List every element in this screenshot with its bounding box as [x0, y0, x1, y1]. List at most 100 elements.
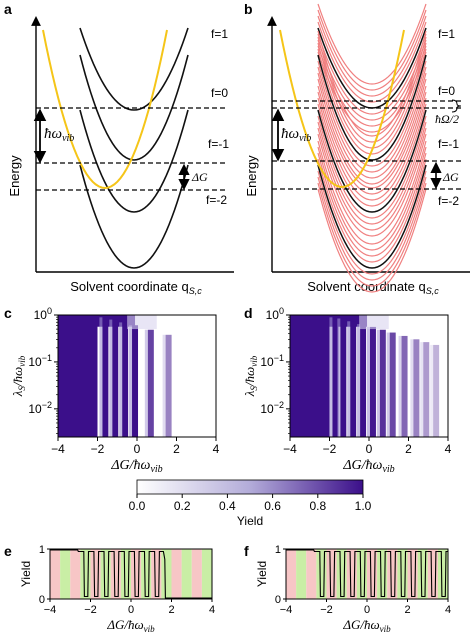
heatmap-stripe	[132, 325, 139, 437]
coordinate-axis-label: Solvent coordinate qS,c	[70, 279, 202, 296]
band	[171, 549, 182, 599]
donor-curve	[279, 29, 405, 189]
heatmap-stripe-edge	[366, 326, 370, 437]
panel-a: a Energy Solvent coordinate qS,c ħωvib Δ…	[4, 1, 234, 296]
sideband-curve	[317, 21, 427, 103]
colorbar-tick-label: 0.6	[264, 499, 281, 513]
band	[161, 549, 172, 599]
y-tick-label: 1	[275, 544, 281, 556]
band	[356, 549, 367, 599]
band	[286, 549, 297, 599]
heatmap-d	[290, 315, 448, 437]
diabatic-curve	[79, 164, 189, 269]
heatmap-stripe-edge	[347, 321, 351, 437]
sideband-curve	[317, 121, 427, 225]
x-tick-label: −2	[320, 604, 333, 616]
potential-curves-b	[279, 3, 427, 293]
panel-letter-a: a	[4, 1, 12, 17]
yield-plot-e: −4 −2 0 2 4 0 1 Yield ΔG/ħωvib	[19, 544, 215, 634]
heatmap-stripe-edge	[129, 325, 133, 437]
heatmap-stripe	[389, 332, 396, 437]
coordinate-axis-label: Solvent coordinate qS,c	[307, 279, 439, 296]
heatmap-fade	[127, 315, 157, 330]
y-axis-label: Yield	[255, 561, 269, 587]
panel-letter-f: f	[244, 543, 249, 559]
sideband-curve	[317, 66, 427, 173]
heatmap-stripe	[350, 321, 357, 437]
x-tick-label: 0	[364, 604, 370, 616]
heatmap-stripe	[165, 334, 172, 437]
y-tick-label: 0	[39, 594, 45, 606]
heatmap-stripe-edge	[119, 322, 123, 437]
sideband-curve	[317, 182, 427, 287]
diabatic-curve	[79, 27, 189, 111]
level-label-fm1: f=-1	[208, 137, 229, 151]
level-label-f1: f=1	[438, 27, 455, 41]
yield-line	[50, 549, 212, 599]
band	[201, 549, 212, 599]
colorbar-tick-label: 0.4	[219, 499, 236, 513]
band	[336, 549, 347, 599]
sideband-curve	[317, 91, 427, 195]
sideband-curve	[317, 15, 427, 97]
heatmap-stripe-edge	[337, 318, 341, 437]
band	[141, 549, 152, 599]
y-tick-label: 0	[275, 594, 281, 606]
panel-f: f −4 −2 0 2 4 0 1 Yield ΔG/ħωvib	[244, 543, 451, 634]
panel-letter-d: d	[244, 305, 253, 321]
heatmap-stripe-edge	[357, 324, 361, 437]
x-tick-label: −4	[283, 442, 297, 456]
colorbar: 0.0 0.2 0.4 0.6 0.8 1.0 Yield	[129, 479, 372, 528]
sideband-curve	[317, 3, 427, 85]
colorbar-label: Yield	[237, 514, 263, 528]
level-label-fm2: f=-2	[206, 193, 227, 207]
sideband-curve	[317, 33, 427, 115]
yield-plot-f: −4 −2 0 2 4 0 1 Yield ΔG/ħωvib	[255, 544, 451, 634]
level-label-f0: f=0	[438, 84, 455, 98]
heatmap-stripe	[360, 324, 367, 437]
panel-d: d −4 −2 0 2 4 100 10−1 10−2 ΔG/ħωvib λS/ħωvib	[242, 305, 452, 475]
x-tick-label: 0	[366, 442, 373, 456]
heatmap-stripe-edge	[109, 319, 113, 437]
band	[407, 549, 418, 599]
x-axis-label: ΔG/ħωvib	[110, 458, 162, 475]
x-tick-label: 2	[168, 604, 174, 616]
heatmap-stripe	[147, 329, 154, 437]
heatmap-stripe-edge	[162, 334, 166, 437]
x-tick-label: 0	[134, 442, 141, 456]
band	[387, 549, 398, 599]
level-label-f0: f=0	[211, 86, 228, 100]
x-tick-label: −2	[84, 604, 97, 616]
band	[70, 549, 81, 599]
diabatic-curve	[79, 54, 189, 161]
dG-label: ΔG	[191, 170, 208, 184]
heatmap-stripe	[102, 317, 109, 437]
sideband-curve	[317, 146, 427, 251]
x-tick-label: −2	[323, 442, 337, 456]
heatmap-c	[58, 315, 216, 437]
heatmap-d-axes: −4 −2 0 2 4 100 10−1 10−2 ΔG/ħωvib λS/ħωvib	[242, 306, 452, 475]
sideband-curve	[317, 152, 427, 257]
diabatic-curve	[317, 54, 427, 161]
x-tick-label: 4	[445, 442, 452, 456]
level-label-fm1: f=-1	[438, 137, 459, 151]
y-tick-label: 100	[266, 306, 284, 322]
y-tick-label: 10−1	[260, 353, 284, 369]
heatmap-cell	[329, 315, 368, 327]
x-tick-label: 0	[128, 604, 134, 616]
sideband-curve	[317, 133, 427, 237]
heatmap-cell	[58, 315, 98, 437]
band	[417, 549, 428, 599]
band	[397, 549, 408, 599]
potential-curves-a	[42, 27, 189, 269]
x-axis-label: ΔG/ħωvib	[342, 458, 394, 475]
sideband-curve	[317, 72, 427, 179]
sideband-curve	[317, 48, 427, 155]
band	[120, 549, 131, 599]
sideband-curve	[317, 115, 427, 219]
heatmap-stripe	[379, 329, 386, 437]
band	[367, 549, 378, 599]
band	[80, 549, 91, 599]
panel-letter-e: e	[4, 543, 12, 559]
